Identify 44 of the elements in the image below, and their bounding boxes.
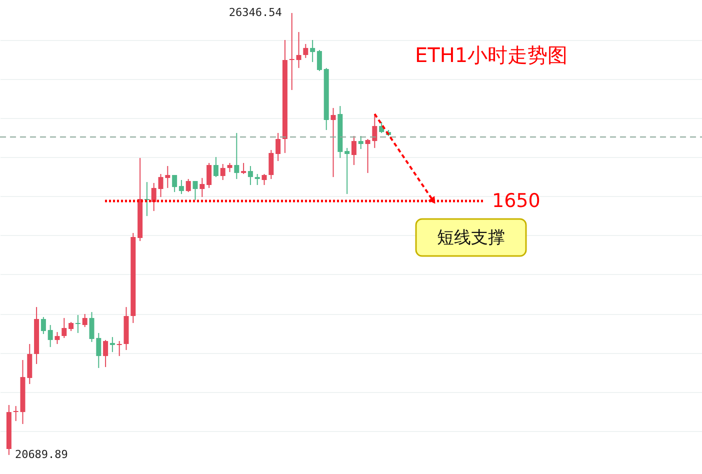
candlestick xyxy=(144,182,150,217)
candlestick xyxy=(268,150,274,180)
candlestick xyxy=(89,312,94,342)
annotation: 20689.89 xyxy=(14,448,68,461)
candlestick xyxy=(116,340,122,357)
candlestick xyxy=(289,12,294,91)
candlestick xyxy=(40,316,46,334)
text: 1650 xyxy=(492,190,540,212)
text: 短线支撑 xyxy=(437,228,505,248)
candlestick xyxy=(103,340,108,368)
candlestick xyxy=(96,332,102,368)
candlestick xyxy=(248,166,253,186)
candlestick xyxy=(213,156,218,178)
candlestick xyxy=(303,43,308,58)
candlestick xyxy=(200,177,205,198)
candlestick xyxy=(27,343,32,384)
text: ETH1小时走势图 xyxy=(415,43,568,67)
candlestick xyxy=(234,132,240,180)
candlestick xyxy=(276,132,281,162)
candlestick xyxy=(330,107,336,178)
candlestick xyxy=(358,136,364,150)
candlestick xyxy=(62,317,67,338)
candlestick xyxy=(296,32,302,68)
candlestick xyxy=(220,163,226,181)
candlestick xyxy=(178,180,184,194)
candlestick xyxy=(254,173,260,186)
candlestick xyxy=(227,162,232,173)
candlestick xyxy=(241,162,246,174)
candlestick xyxy=(82,313,88,328)
annotation: 26346.54 xyxy=(228,6,282,20)
candlestick xyxy=(110,336,115,353)
candlestick xyxy=(316,50,322,72)
candlestick xyxy=(262,173,267,186)
candlestick xyxy=(192,180,198,201)
candlestick xyxy=(54,332,60,344)
candlestick xyxy=(351,136,356,166)
candlestick xyxy=(48,324,53,348)
candlestick xyxy=(310,40,316,63)
candlestick xyxy=(186,178,191,193)
candlestick xyxy=(75,314,80,334)
candlestick xyxy=(344,147,350,194)
candlestick xyxy=(165,166,170,188)
candlestick xyxy=(206,162,212,188)
candlestick xyxy=(172,174,178,193)
